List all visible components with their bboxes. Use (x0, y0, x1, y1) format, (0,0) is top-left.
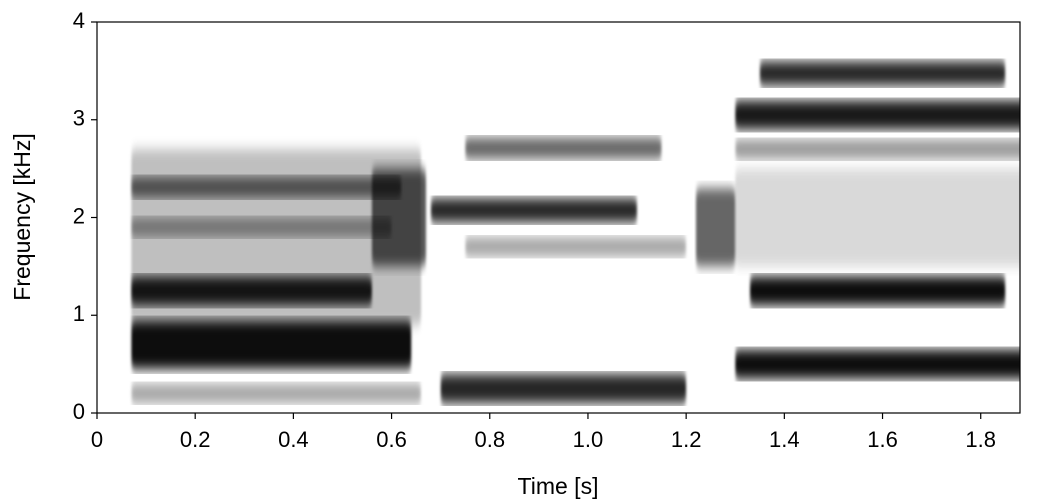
spectral-band (749, 276, 1006, 306)
spectral-band (131, 276, 372, 306)
spectral-band (735, 139, 1020, 159)
spectral-band (131, 176, 402, 198)
spectral-band (440, 373, 687, 404)
y-tick-label: 3 (73, 106, 85, 131)
spectral-band (131, 320, 412, 370)
x-axis-label: Time [s] (518, 473, 599, 499)
spectral-band (735, 100, 1020, 130)
spectral-band (371, 168, 426, 267)
spectral-band (735, 349, 1020, 379)
spectral-band (465, 237, 687, 257)
spectral-band (131, 383, 422, 404)
x-tick-label: 0.2 (180, 427, 211, 452)
spectral-band (430, 197, 638, 223)
x-tick-label: 1.8 (965, 427, 996, 452)
x-tick-label: 1.0 (573, 427, 604, 452)
x-tick-label: 1.6 (867, 427, 898, 452)
x-tick-label: 0.4 (278, 427, 309, 452)
spectral-band (695, 188, 736, 267)
x-tick-label: 0 (91, 427, 103, 452)
y-tick-label: 4 (73, 8, 85, 33)
spectral-band (465, 137, 662, 159)
y-tick-label: 1 (73, 301, 85, 326)
spectral-band (131, 217, 392, 238)
x-tick-label: 1.4 (769, 427, 800, 452)
y-tick-label: 0 (73, 399, 85, 424)
y-axis-label: Frequency [kHz] (9, 133, 35, 300)
x-tick-label: 0.8 (474, 427, 505, 452)
x-tick-label: 0.6 (376, 427, 407, 452)
spectrogram (131, 61, 1020, 404)
y-tick-label: 2 (73, 203, 85, 228)
x-tick-label: 1.2 (671, 427, 702, 452)
spectral-band (759, 61, 1006, 86)
spectral-band (735, 168, 1020, 267)
